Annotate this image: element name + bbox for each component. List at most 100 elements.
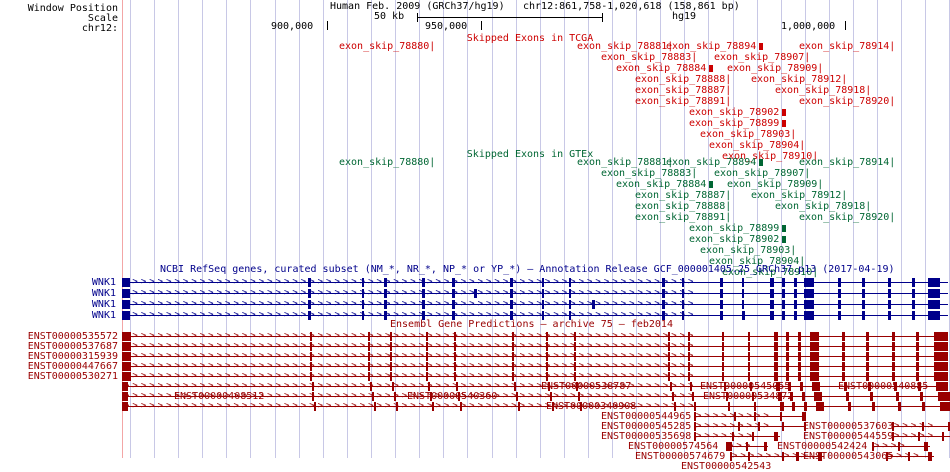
exon-block — [694, 422, 696, 431]
refseq-gene-model[interactable]: >>>>>>>>>>>>>>>>>>>>>>>>>>>>>>>>>>>>>>>>… — [122, 299, 948, 310]
ensembl-transcript-model[interactable]: >>>>> — [892, 431, 950, 442]
ensembl-transcript-inline-label[interactable]: ENST00000542543 — [681, 461, 772, 472]
ensembl-transcript-model[interactable]: >>>>> — [892, 421, 950, 432]
exon-skip-label[interactable]: exon_skip_78912| — [751, 191, 847, 201]
refseq-gene-label[interactable]: WNK1 — [91, 299, 116, 310]
exon-skip-label[interactable]: exon_skip_78881| — [577, 158, 673, 168]
exon-skip-label[interactable]: exon_skip_78883| — [601, 53, 697, 63]
ensembl-transcript-model[interactable]: >>>>>>> — [694, 431, 780, 442]
exon-skip-label[interactable]: exon_skip_78903| — [700, 130, 796, 140]
exon-skip-label[interactable]: exon_skip_78891| — [635, 213, 731, 223]
exon-skip-label[interactable]: exon_skip_78902 — [689, 107, 787, 118]
refseq-gene-label[interactable]: WNK1 — [91, 277, 116, 288]
exon-block — [804, 278, 814, 287]
exon-skip-label[interactable]: exon_skip_78887| — [635, 191, 731, 201]
ensembl-transcript-model[interactable]: >>>>>>>>> — [694, 411, 806, 422]
exon-block — [574, 332, 576, 341]
ensembl-transcript-inline-label[interactable]: ENST00000574679 — [635, 451, 726, 462]
intron-line — [122, 366, 948, 367]
exon-block — [912, 278, 915, 287]
exon-skip-label[interactable]: exon_skip_78884 — [616, 180, 714, 190]
exon-skip-label-text: exon_skip_78920| — [799, 212, 896, 223]
ensembl-transcript-label[interactable]: ENST00000535572 — [27, 331, 118, 342]
ensembl-transcript-inline-label[interactable]: ENST00000544559 — [803, 431, 894, 442]
exon-skip-label[interactable]: exon_skip_78918| — [775, 202, 871, 212]
ensembl-transcript-label[interactable]: ENST00000530271 — [27, 371, 118, 382]
ensembl-transcript-inline-label[interactable]: ENST00000537603 — [803, 421, 894, 432]
tcga-left-item[interactable]: exon_skip_78880| — [339, 41, 436, 52]
exon-block — [122, 289, 130, 298]
exon-skip-label[interactable]: exon_skip_78902 — [689, 235, 787, 245]
exon-skip-block-icon — [782, 236, 787, 243]
ensembl-transcript-inline-label[interactable]: ENST00000543065 — [803, 451, 894, 462]
refseq-gene-model[interactable]: >>>>>>>>>>>>>>>>>>>>>>>>>>>>>>>>>>>>>>>>… — [122, 277, 948, 288]
exon-block — [770, 300, 774, 309]
exon-block — [862, 300, 865, 309]
exon-skip-label-text: exon_skip_78902 — [689, 107, 780, 118]
exon-block — [574, 362, 576, 371]
ensembl-transcript-model[interactable]: >>>>>>>>>>>>>>>>>>>>>>>>>>>>>>>>>>>>>>>>… — [122, 401, 950, 412]
ensembl-transcript-label[interactable]: ENST00000537687 — [27, 341, 118, 352]
exon-skip-label[interactable]: exon_skip_78888| — [635, 202, 731, 212]
refseq-gene-model[interactable]: >>>>>>>>>>>>>>>>>>>>>>>>>>>>>>>>>>>>>>>>… — [122, 288, 948, 299]
exon-skip-label[interactable]: exon_skip_78920| — [799, 213, 895, 223]
ensembl-transcript-model[interactable]: >>>>>>>>>>>>>>>>>>>>>>>>>>>>>>>>>>>>>>>>… — [122, 371, 948, 382]
exon-skip-label[interactable]: exon_skip_78920| — [799, 97, 895, 107]
exon-skip-label[interactable]: exon_skip_78891| — [635, 97, 731, 107]
exon-skip-label[interactable]: exon_skip_78909| — [727, 64, 823, 74]
exon-skip-label[interactable]: exon_skip_78899 — [689, 118, 787, 129]
exon-skip-label[interactable]: exon_skip_78918| — [775, 86, 871, 96]
exon-skip-label[interactable]: exon_skip_78910| — [722, 152, 818, 162]
exon-skip-label-text: exon_skip_78899 — [689, 118, 780, 129]
gtex-left-item[interactable]: exon_skip_78880| — [339, 157, 436, 168]
label-window-position: Window Position — [27, 3, 118, 14]
refseq-gene-label[interactable]: WNK1 — [91, 288, 116, 299]
ensembl-transcript-inline-label[interactable]: ENST00000535698 — [601, 431, 692, 442]
exon-skip-label[interactable]: exon_skip_78904| — [709, 141, 805, 151]
ensembl-transcript-model[interactable]: >>>>>>>>> — [694, 421, 806, 432]
exon-skip-label[interactable]: exon_skip_78914| — [799, 42, 895, 52]
ensembl-transcript-inline-label[interactable]: ENST00000544965 — [601, 411, 692, 422]
exon-skip-label[interactable]: exon_skip_78912| — [751, 75, 847, 85]
exon-block — [510, 289, 513, 298]
exon-block — [924, 442, 928, 451]
exon-skip-label[interactable]: exon_skip_78887| — [635, 86, 731, 96]
exon-skip-label[interactable]: exon_skip_78894 — [666, 42, 764, 52]
ensembl-transcript-inline-label[interactable]: ENST00000545285 — [601, 421, 692, 432]
ensembl-transcript-model[interactable]: >>>>>>>>>>>>>>>>>>>>>>>>>>>>>>>>>>>>>>>>… — [122, 351, 948, 362]
ensembl-transcript-model[interactable]: >>> — [782, 451, 824, 462]
exon-skip-label[interactable]: exon_skip_78883| — [601, 169, 697, 179]
exon-skip-label[interactable]: exon_skip_78888| — [635, 75, 731, 85]
ensembl-transcript-model[interactable]: >>>> — [886, 451, 934, 462]
refseq-gene-label[interactable]: WNK1 — [91, 310, 116, 321]
exon-block — [892, 372, 895, 381]
exon-block — [838, 300, 841, 309]
ensembl-transcript-label[interactable]: ENST00000447667 — [27, 361, 118, 372]
ensembl-transcript-model[interactable]: >>> — [726, 441, 768, 452]
exon-skip-label[interactable]: exon_skip_78910| — [722, 268, 818, 278]
exon-skip-label[interactable]: exon_skip_78903| — [700, 246, 796, 256]
exon-skip-label[interactable]: exon_skip_78904| — [709, 257, 805, 267]
exon-skip-label[interactable]: exon_skip_78894 — [666, 158, 764, 168]
refseq-gene-model[interactable]: >>>>>>>>>>>>>>>>>>>>>>>>>>>>>>>>>>>>>>>>… — [122, 310, 948, 321]
ensembl-transcript-model[interactable]: >>>> — [872, 441, 930, 452]
exon-skip-label[interactable]: exon_skip_78907| — [714, 169, 810, 179]
exon-skip-label[interactable]: exon_skip_78909| — [727, 180, 823, 190]
ensembl-transcript-inline-label[interactable]: ENST00000542424 — [777, 441, 868, 452]
exon-skip-label[interactable]: exon_skip_78914| — [799, 158, 895, 168]
ensembl-transcript-model[interactable]: >>>>>>>>>>>>>>>>>>>>>>>>>>>>>>>>>>>>>>>>… — [122, 331, 948, 342]
ensembl-transcript-inline-label[interactable]: ENST00000574564 — [628, 441, 719, 452]
ensembl-transcript-label[interactable]: ENST00000315939 — [27, 351, 118, 362]
exon-skip-label[interactable]: exon_skip_78899 — [689, 224, 787, 234]
ensembl-transcript-model[interactable]: >>>>>>>>>>>>>>>>>>>>>>>>>>>>>>>>>>>>>>>>… — [122, 381, 948, 392]
strand-arrows: >>>>>>>>>>>>>>>>>>>>>>>>>>>>>>>>>>>>>>>>… — [124, 381, 697, 391]
ensembl-transcript-model[interactable]: >>>>>>>>>>>>>>>>>>>>>>>>>>>>>>>>>>>>>>>>… — [122, 361, 948, 372]
exon-skip-label[interactable]: exon_skip_78881| — [577, 42, 673, 52]
exon-block — [454, 342, 456, 351]
strand-arrows: >>>>>>>>> — [696, 411, 804, 422]
exon-skip-label[interactable]: exon_skip_78884 — [616, 64, 714, 74]
ensembl-transcript-model[interactable]: >>>>>>>>>>>>>>>>>>>>>>>>>>>>>>>>>>>>>>>>… — [122, 341, 948, 352]
exon-skip-label[interactable]: exon_skip_78907| — [714, 53, 810, 63]
ensembl-transcript-model[interactable]: >>>>>>>>>>>>>>>>>>>>>>>>>>>>>>>>>>>>>>>>… — [122, 391, 950, 402]
